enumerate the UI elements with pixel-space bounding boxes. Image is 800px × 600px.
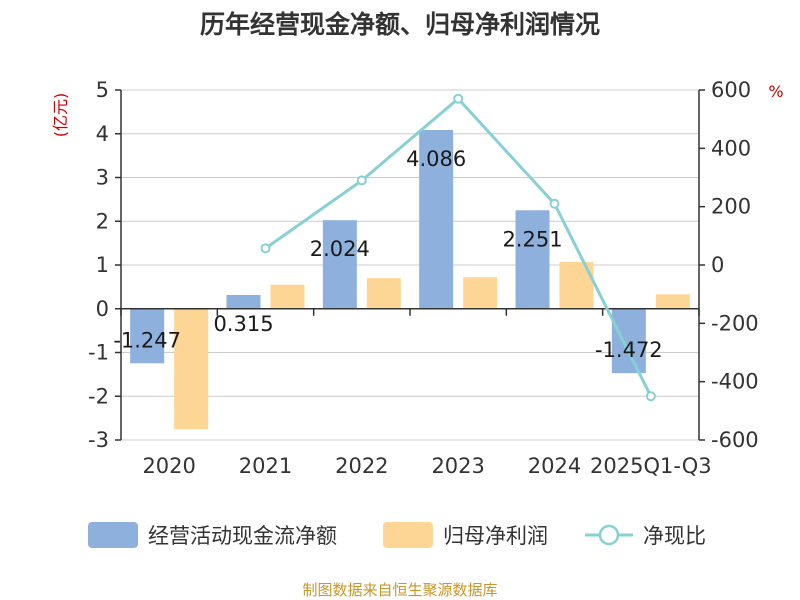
left-tick-label: 1 — [96, 253, 109, 277]
cashflow-bar — [419, 129, 454, 309]
axes: 5 4 3 2 1 0 -1 -2 -3 600 400 200 0 -200 -400 -600 2020 20… — [88, 78, 759, 478]
category-label: 2024 — [528, 454, 581, 478]
legend: 经营活动现金流净额 归母净利润 净现比 — [88, 522, 706, 548]
cashflow-bar — [322, 220, 357, 309]
cashflow-data-label: -1.472 — [595, 338, 663, 362]
left-tick-label: -2 — [88, 384, 109, 408]
ratio-point — [260, 243, 271, 254]
right-axis-unit: % — [768, 82, 783, 101]
category-label: 2021 — [239, 454, 292, 478]
cashflow-bar — [226, 294, 261, 309]
category-label: 2023 — [431, 454, 484, 478]
chart-title: 历年经营现金净额、归母净利润情况 — [200, 10, 600, 39]
legend-label: 净现比 — [643, 524, 706, 548]
source-note: 制图数据来自恒生聚源数据库 — [302, 581, 497, 599]
cashflow-data-label: -1.247 — [113, 328, 181, 352]
category-label: 2025Q1-Q3 — [590, 454, 712, 478]
legend-swatch — [383, 522, 433, 548]
cashflow-bar — [130, 308, 165, 364]
legend-label: 归母净利润 — [443, 524, 548, 548]
left-axis-unit: (亿元) — [51, 93, 70, 138]
ratio-point — [356, 175, 367, 186]
right-tick-label: 600 — [711, 78, 751, 102]
cashflow-data-label: 4.086 — [406, 147, 466, 171]
bars — [130, 129, 690, 430]
net-profit-bar — [174, 308, 209, 430]
cashflow-data-label: 0.315 — [213, 312, 273, 336]
right-tick-label: 400 — [711, 136, 751, 160]
legend-marker — [598, 524, 620, 546]
ratio-point — [549, 198, 560, 209]
ratio-point — [645, 391, 656, 402]
ratio-line — [260, 93, 656, 402]
right-tick-label: -600 — [711, 428, 759, 452]
category-label: 2020 — [142, 454, 195, 478]
left-tick-label: 4 — [96, 122, 109, 146]
net-profit-bar — [463, 277, 498, 309]
right-tick-label: -200 — [711, 311, 759, 335]
data-labels: -1.247 0.315 2.024 4.086 2.251 -1.472 — [113, 147, 662, 362]
cashflow-bar — [515, 210, 550, 309]
net-profit-bar — [366, 278, 401, 309]
cashflow-bar — [611, 308, 646, 374]
category-label: 2022 — [335, 454, 388, 478]
right-tick-label: 200 — [711, 195, 751, 219]
cashflow-data-label: 2.251 — [502, 227, 562, 251]
right-tick-label: 0 — [711, 253, 724, 277]
left-tick-label: 5 — [96, 78, 109, 102]
left-tick-label: 3 — [96, 166, 109, 190]
legend-label: 经营活动现金流净额 — [148, 524, 337, 548]
net-profit-bar — [270, 284, 305, 309]
left-tick-label: -3 — [88, 428, 109, 452]
legend-swatch — [88, 522, 138, 548]
ratio-point — [453, 93, 464, 104]
right-tick-label: -400 — [711, 370, 759, 394]
cashflow-data-label: 2.024 — [310, 237, 370, 261]
net-profit-bar — [655, 294, 690, 309]
left-tick-label: 0 — [96, 297, 109, 321]
left-tick-label: 2 — [96, 209, 109, 233]
left-tick-label: -1 — [88, 341, 109, 365]
